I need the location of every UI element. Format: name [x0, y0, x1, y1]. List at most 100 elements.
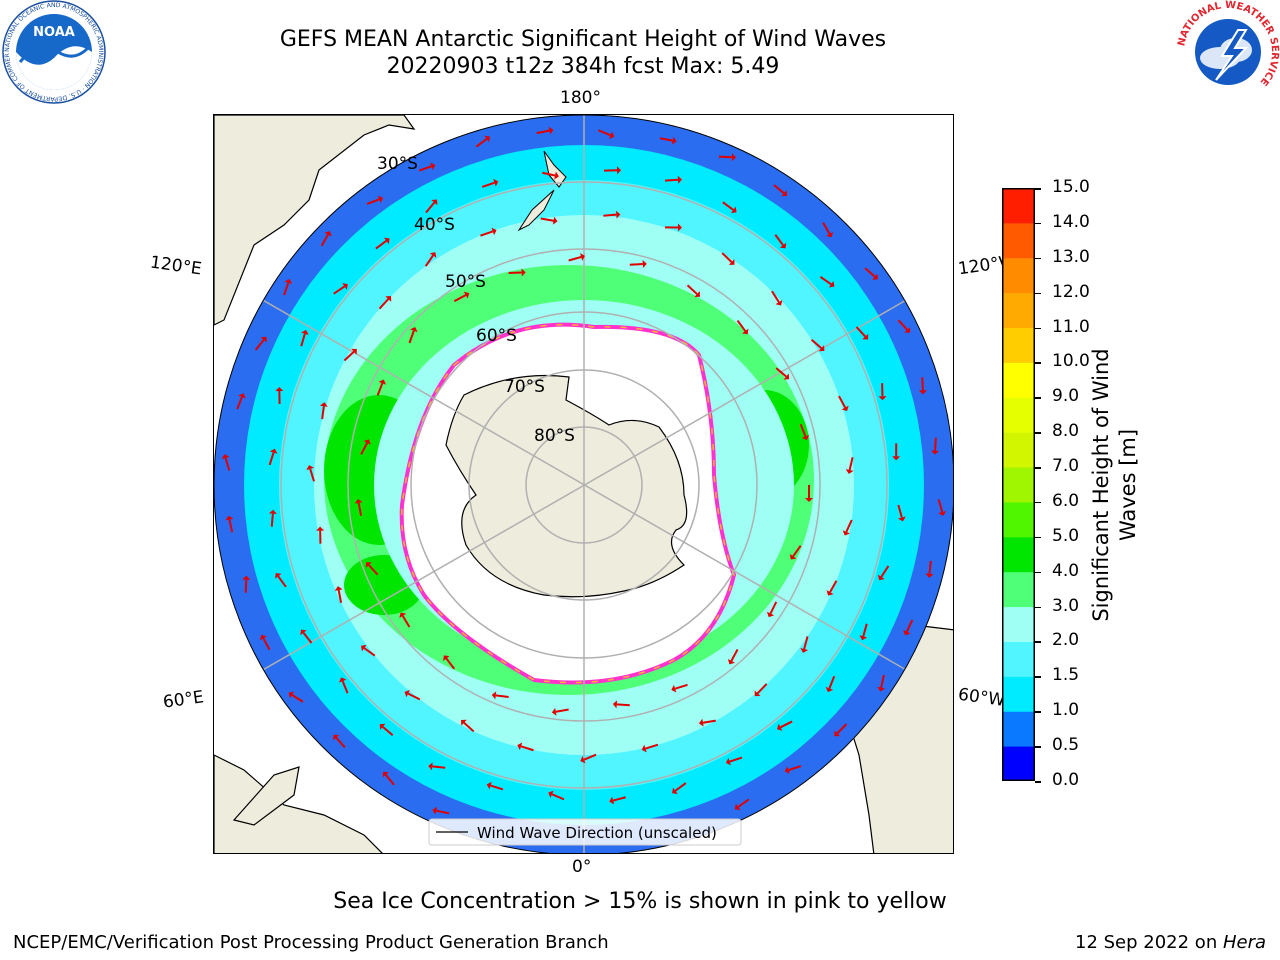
- noaa-logo: NATIONAL OCEANIC AND ATMOSPHERIC ADMINIS…: [2, 0, 106, 104]
- wave-direction-arrowhead: [842, 530, 851, 536]
- wave-direction-arrowhead: [783, 373, 790, 380]
- wave-direction-arrow: [568, 256, 582, 262]
- wave-direction-arrowhead: [612, 700, 618, 709]
- wave-direction-arrow: [495, 694, 509, 699]
- wave-direction-arrow: [629, 263, 643, 266]
- colorbar-tick-label: 1.0: [1052, 700, 1080, 721]
- colorbar-tick-mark: [1035, 641, 1041, 643]
- wave-direction-arrow: [702, 719, 716, 724]
- wave-direction-arrowhead: [377, 195, 384, 204]
- wave-direction-arrowhead: [898, 516, 906, 522]
- wave-direction-arrow: [375, 240, 387, 250]
- wave-direction-arrowhead: [779, 242, 787, 249]
- wave-direction-arrowhead: [877, 686, 886, 692]
- wave-direction-arrowhead: [580, 253, 586, 261]
- wave-direction-arrowhead: [775, 299, 783, 306]
- wave-direction-arrow: [836, 723, 848, 735]
- wind-wave-direction-arrows: [221, 126, 947, 815]
- wave-direction-arrowhead: [826, 231, 834, 238]
- wave-direction-arrow: [659, 137, 673, 142]
- wave-direction-arrowhead: [671, 136, 677, 145]
- wave-direction-arrowhead: [784, 766, 790, 774]
- lat-label-50s: 50°S: [445, 272, 486, 292]
- wave-direction-arrowhead: [268, 509, 277, 515]
- wave-direction-arrowhead: [432, 806, 438, 815]
- wave-direction-arrow: [674, 683, 688, 690]
- colorbar-swatch: [1002, 327, 1035, 363]
- wave-direction-arrowhead: [776, 723, 783, 731]
- map-panel: 30°S 40°S 50°S 60°S 70°S 80°S Wind Wave …: [213, 114, 954, 854]
- colorbar-tick-mark: [1035, 432, 1041, 434]
- colorbar-swatch: [1002, 397, 1035, 433]
- wave-direction-arrow: [270, 513, 274, 527]
- wave-direction-arrowhead: [731, 153, 736, 162]
- wave-direction-arrow: [845, 519, 853, 533]
- wave-direction-arrowhead: [609, 131, 615, 139]
- wave-direction-arrow: [838, 395, 847, 409]
- colorbar-tick-label: 9.0: [1052, 386, 1080, 407]
- wave-direction-arrow: [603, 213, 617, 217]
- wave-direction-arrowhead: [319, 402, 328, 407]
- footer-credit: NCEP/EMC/Verification Post Processing Pr…: [13, 932, 609, 953]
- wave-direction-arrowhead: [800, 647, 809, 653]
- colorbar-tick-mark: [1035, 746, 1041, 748]
- wave-direction-arrowhead: [728, 259, 735, 265]
- colorbar-swatch: [1002, 571, 1035, 608]
- wave-direction-arrow: [730, 648, 739, 662]
- wave-direction-arrowhead: [580, 755, 586, 764]
- wave-direction-arrow: [937, 499, 944, 513]
- new-zealand-landmass: [517, 150, 567, 232]
- wave-direction-arrowhead: [641, 744, 647, 753]
- colorbar-tick-label: 10.0: [1052, 351, 1090, 372]
- wave-direction-arrow: [333, 285, 346, 295]
- wave-direction-arrowhead: [361, 644, 367, 652]
- colorbar-tick-mark: [1035, 606, 1041, 609]
- polar-map: 30°S 40°S 50°S 60°S 70°S 80°S Wind Wave …: [214, 115, 953, 853]
- wave-direction-arrow: [780, 720, 793, 729]
- colorbar-tick-mark: [1035, 257, 1041, 260]
- wave-direction-arrowhead: [399, 612, 407, 618]
- colorbar-tick-label: 11.0: [1052, 316, 1090, 337]
- colorbar-tick-label: 2.0: [1052, 630, 1080, 651]
- wave-direction-arrowhead: [365, 562, 372, 568]
- wave-direction-arrow: [228, 519, 234, 533]
- wave-direction-arrowhead: [552, 216, 558, 225]
- wave-direction-arrow: [542, 171, 556, 177]
- wave-direction-arrowhead: [351, 348, 357, 355]
- wave-direction-arrow: [368, 564, 379, 576]
- wave-direction-arrowhead: [288, 691, 295, 699]
- wave-direction-arrowhead: [333, 734, 340, 741]
- wave-direction-arrowhead: [324, 231, 332, 237]
- australia-landmass: [214, 115, 416, 326]
- wave-direction-arrow: [407, 692, 421, 701]
- wave-direction-arrowhead: [517, 742, 523, 751]
- wave-direction-arrow: [718, 155, 732, 159]
- lat-label-60s: 60°S: [476, 326, 517, 346]
- colorbar-tick-mark: [1035, 327, 1041, 330]
- wave-direction-arrow: [408, 330, 415, 344]
- colorbar-label: Significant Height of Wind Waves [m]: [1088, 348, 1142, 621]
- wave-direction-arrow: [480, 230, 494, 237]
- wave-direction-arrow: [737, 798, 750, 808]
- wave-direction-arrowhead: [551, 707, 557, 716]
- wave-direction-arrowhead: [259, 634, 267, 641]
- wave-direction-arrowhead: [878, 396, 887, 401]
- wave-direction-arrowhead: [404, 690, 410, 698]
- wave-direction-arrowhead: [834, 730, 841, 737]
- wave-direction-arrowhead: [554, 171, 559, 180]
- wave-direction-arrowhead: [616, 166, 622, 175]
- wave-direction-arrowhead: [269, 448, 278, 454]
- wave-direction-arrowhead: [677, 223, 682, 232]
- wave-direction-arrowhead: [609, 796, 615, 805]
- wave-direction-arrowhead: [781, 190, 788, 197]
- colorbar-swatch: [1002, 222, 1035, 259]
- wave-direction-arrowhead: [383, 237, 390, 245]
- wave-direction-arrow: [376, 382, 384, 396]
- wave-direction-arrow: [934, 437, 937, 451]
- wave-direction-arrowhead: [694, 291, 700, 298]
- wave-direction-arrow: [309, 468, 315, 482]
- wave-direction-arrow: [829, 580, 838, 593]
- wave-direction-arrow: [382, 726, 394, 737]
- wave-direction-arrowhead: [378, 379, 387, 385]
- colorbar-tick-label: 12.0: [1052, 281, 1090, 302]
